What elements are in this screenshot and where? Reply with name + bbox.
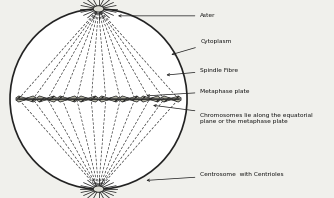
Polygon shape [161, 96, 182, 99]
Polygon shape [15, 96, 36, 99]
Polygon shape [140, 96, 161, 99]
Polygon shape [119, 96, 140, 99]
Polygon shape [36, 96, 57, 99]
Polygon shape [78, 96, 99, 99]
Polygon shape [161, 99, 182, 102]
Circle shape [93, 186, 104, 192]
Polygon shape [57, 96, 78, 99]
Polygon shape [99, 96, 119, 99]
Text: Metaphase plate: Metaphase plate [147, 89, 250, 97]
Polygon shape [140, 99, 161, 102]
Text: Spindle Fibre: Spindle Fibre [167, 68, 238, 76]
Polygon shape [57, 99, 78, 102]
Ellipse shape [10, 9, 187, 189]
Polygon shape [15, 99, 36, 102]
Text: Chromosomes lie along the equatorial
plane or the metaphase plate: Chromosomes lie along the equatorial pla… [154, 105, 313, 124]
Polygon shape [78, 99, 99, 102]
Polygon shape [99, 99, 119, 102]
Text: Aster: Aster [119, 13, 216, 18]
Circle shape [93, 6, 104, 12]
Polygon shape [119, 99, 140, 102]
Text: Centrosome  with Centrioles: Centrosome with Centrioles [147, 172, 284, 181]
Text: Cytoplasm: Cytoplasm [172, 39, 232, 55]
Polygon shape [36, 99, 57, 102]
